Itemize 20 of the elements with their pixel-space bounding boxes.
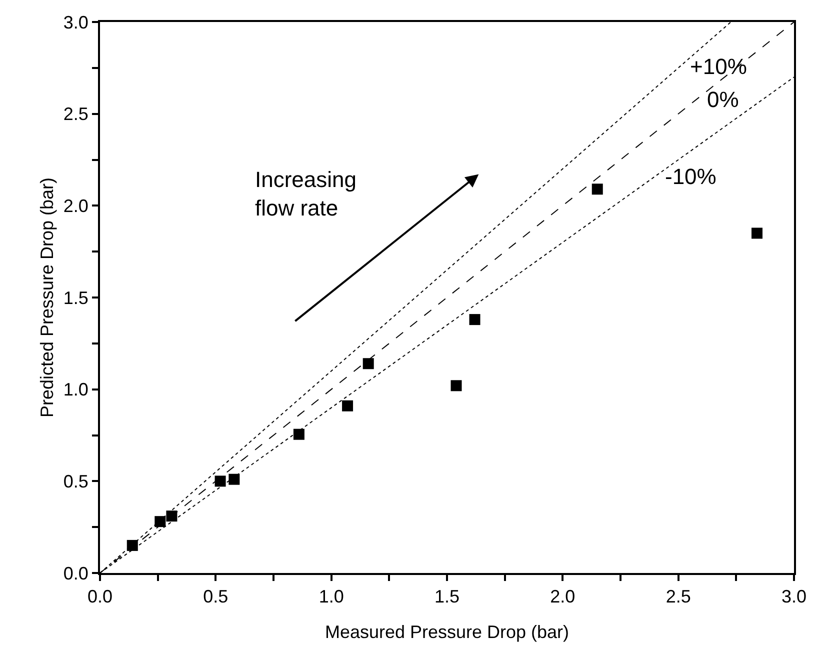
y-tick-label: 3.0 (63, 12, 88, 32)
series-label: -10% (665, 164, 716, 189)
y-tick-label: 1.0 (63, 380, 88, 400)
annotation: Increasing flow rate (255, 167, 357, 221)
x-tick-label: 0.5 (203, 586, 228, 607)
x-tick-label: 1.5 (434, 586, 460, 607)
series-label: +10% (690, 54, 747, 79)
x-tick-label: 1.0 (318, 586, 344, 607)
x-tick-label: 0.0 (87, 586, 113, 607)
y-tick-label: 2.5 (63, 104, 88, 124)
y-tick-label: 1.5 (63, 288, 88, 308)
x-tick-label: 2.5 (666, 586, 691, 607)
x-axis-title: Measured Pressure Drop (bar) (324, 622, 570, 642)
y-axis-title: Predicted Pressure Drop (bar) (37, 177, 57, 418)
x-tick-label: 3.0 (781, 586, 807, 607)
series-label: 0% (707, 87, 739, 112)
y-tick-label: 2.0 (63, 196, 88, 216)
x-tick-label: 2.0 (550, 586, 576, 607)
y-tick-label: 0.5 (63, 471, 88, 492)
y-tick-label: 0.0 (63, 563, 88, 584)
